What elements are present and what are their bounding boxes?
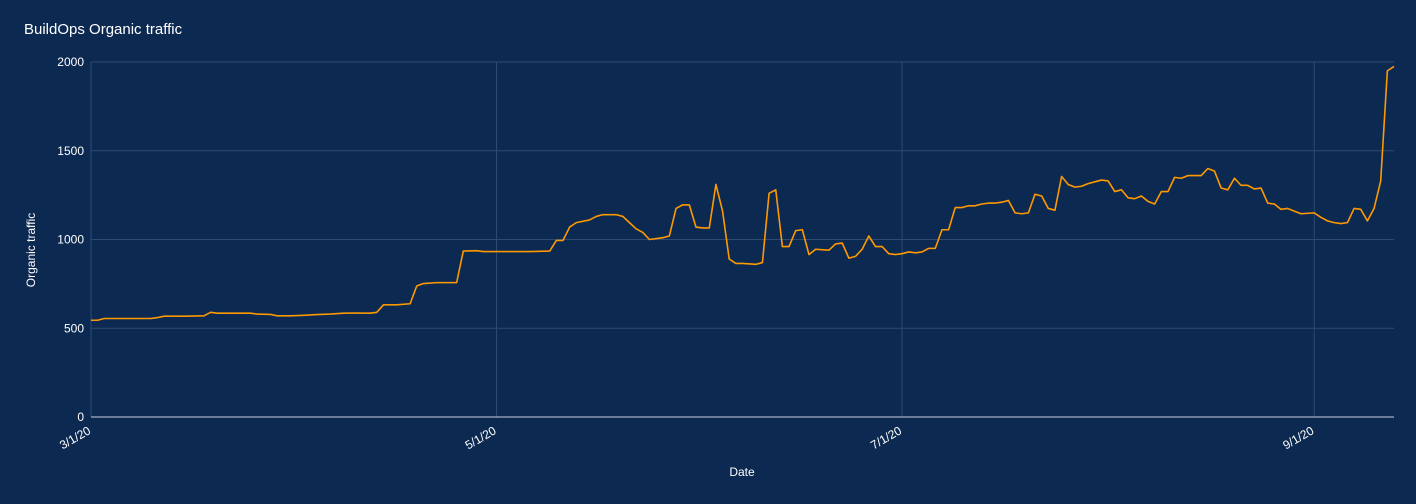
- y-tick-label: 2000: [57, 55, 84, 69]
- gridlines: [90, 61, 1394, 417]
- x-tick-label: 3/1/20: [57, 423, 93, 452]
- x-tick-label: 7/1/20: [868, 423, 904, 452]
- y-axis-label: Organic traffic: [24, 213, 38, 287]
- series-line: [91, 65, 1395, 322]
- x-tick-label: 5/1/20: [463, 423, 499, 452]
- y-tick-label: 1500: [57, 144, 84, 158]
- chart-title: BuildOps Organic traffic: [24, 21, 183, 38]
- series-layer: [91, 65, 1395, 322]
- x-tick-label: 9/1/20: [1280, 423, 1316, 452]
- tick-labels: 0 500 1000 1500 2000 3/1/20 5/1/20 7/1/20 9/1/20: [57, 55, 1316, 452]
- y-tick-label: 0: [77, 410, 84, 424]
- y-tick-label: 500: [64, 321, 84, 335]
- y-tick-label: 1000: [57, 233, 84, 247]
- x-axis-label: Date: [729, 465, 755, 479]
